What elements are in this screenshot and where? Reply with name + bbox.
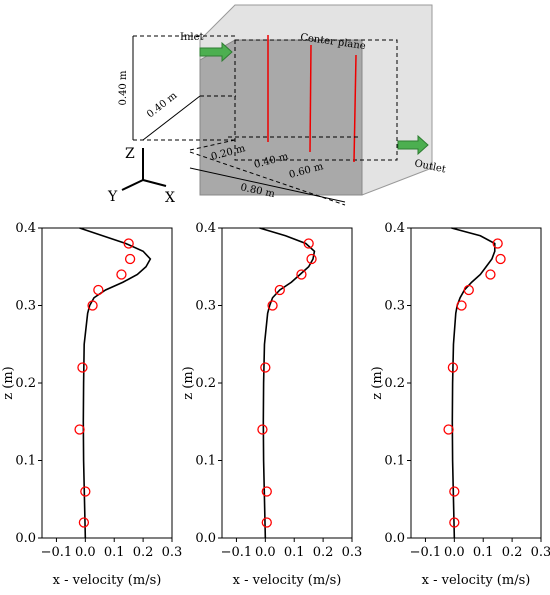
profile-line [451,227,496,539]
x-tick-label: 0.0 [255,545,276,560]
x-tick-label: 0.3 [162,545,183,560]
side-plane [199,39,363,196]
measurement-point [456,300,467,311]
measurement-point [116,269,127,280]
y-tick-label: 0.1 [384,454,405,469]
y-tick-label: 0.4 [15,221,36,236]
plot-frame [410,227,542,539]
y-tick-label: 0.2 [15,376,36,391]
x-tick-label: 0.1 [473,545,494,560]
y-tick-label: 0.4 [384,221,405,236]
outlet-arrow [397,134,429,156]
measurement-point [261,517,272,528]
y-tick-label: 0.0 [15,531,36,546]
domain-diagram: Inlet Center plane 0.40 m 0.40 m 0.20 m … [107,4,447,206]
measurement-point [306,253,317,265]
y-axis-label: z (m) [370,366,385,399]
measurement-point [274,284,285,296]
x-tick-label: −0.1 [221,545,253,560]
profile-line [259,227,316,539]
probe-line [309,44,312,153]
x-tick-label: 0.3 [531,545,550,560]
x-tick-label: 0.0 [75,545,96,560]
y-axis-label: z (m) [1,366,16,399]
measurement-point [78,517,90,528]
measurement-point [77,362,88,373]
measurement-point [80,486,91,497]
y-axis-label: z (m) [181,366,196,399]
measurement-point [261,486,272,497]
y-tick-label: 0.2 [384,376,405,391]
x-axis-label: x - velocity (m/s) [53,573,162,588]
measurement-point [449,486,460,497]
height-label: 0.40 m [118,70,129,105]
y-tick-label: 0.1 [195,454,216,469]
measurement-point [74,424,85,435]
plot-frame [41,227,173,539]
x-tick-label: 0.2 [313,545,334,560]
x-tick-label: 0.1 [104,545,125,560]
measurement-point [449,517,460,528]
y-tick-label: 0.3 [384,299,405,314]
x-axis-label: x - velocity (m/s) [233,573,342,588]
y-tick-label: 0.3 [15,299,36,314]
plot-frame [221,227,353,539]
x-tick-label: 0.2 [502,545,523,560]
measurement-point [447,362,459,373]
y-tick-label: 0.1 [15,454,36,469]
axis-label: Z [125,146,135,162]
x-axis-label: x - velocity (m/s) [422,573,531,588]
inlet-arrow [199,41,233,63]
y-tick-label: 0.0 [384,531,405,546]
axes-triad [121,148,167,191]
measurement-point [296,269,307,280]
measurement-point [492,238,503,249]
x-tick-label: −0.1 [41,545,73,560]
measurement-point [495,253,506,265]
probe-line [353,54,357,163]
measurement-point [93,284,104,296]
length-line [189,167,346,203]
x-tick-label: −0.1 [410,545,442,560]
measurement-point [485,269,496,280]
x-tick-label: 0.1 [284,545,305,560]
center-plane [234,39,398,161]
measurement-point [123,238,134,249]
axis-label: Y [107,189,118,205]
x-tick-label: 0.0 [444,545,465,560]
y-tick-label: 0.4 [195,221,216,236]
depth-line [142,95,201,141]
axis-label: X [165,190,175,206]
measurement-point [303,238,314,249]
y-tick-label: 0.2 [195,376,216,391]
measurement-point [87,300,98,311]
y-tick-label: 0.3 [195,299,216,314]
inlet-label: Inlet [180,32,204,43]
measurement-point [260,362,271,373]
measurement-point [124,253,136,265]
measurement-point [267,300,278,311]
x-tick-label: 0.3 [342,545,363,560]
measurement-point [463,284,474,296]
y-tick-label: 0.0 [195,531,216,546]
x-tick-label: 0.2 [133,545,154,560]
measurement-point [257,424,268,435]
measurement-point [443,424,454,435]
